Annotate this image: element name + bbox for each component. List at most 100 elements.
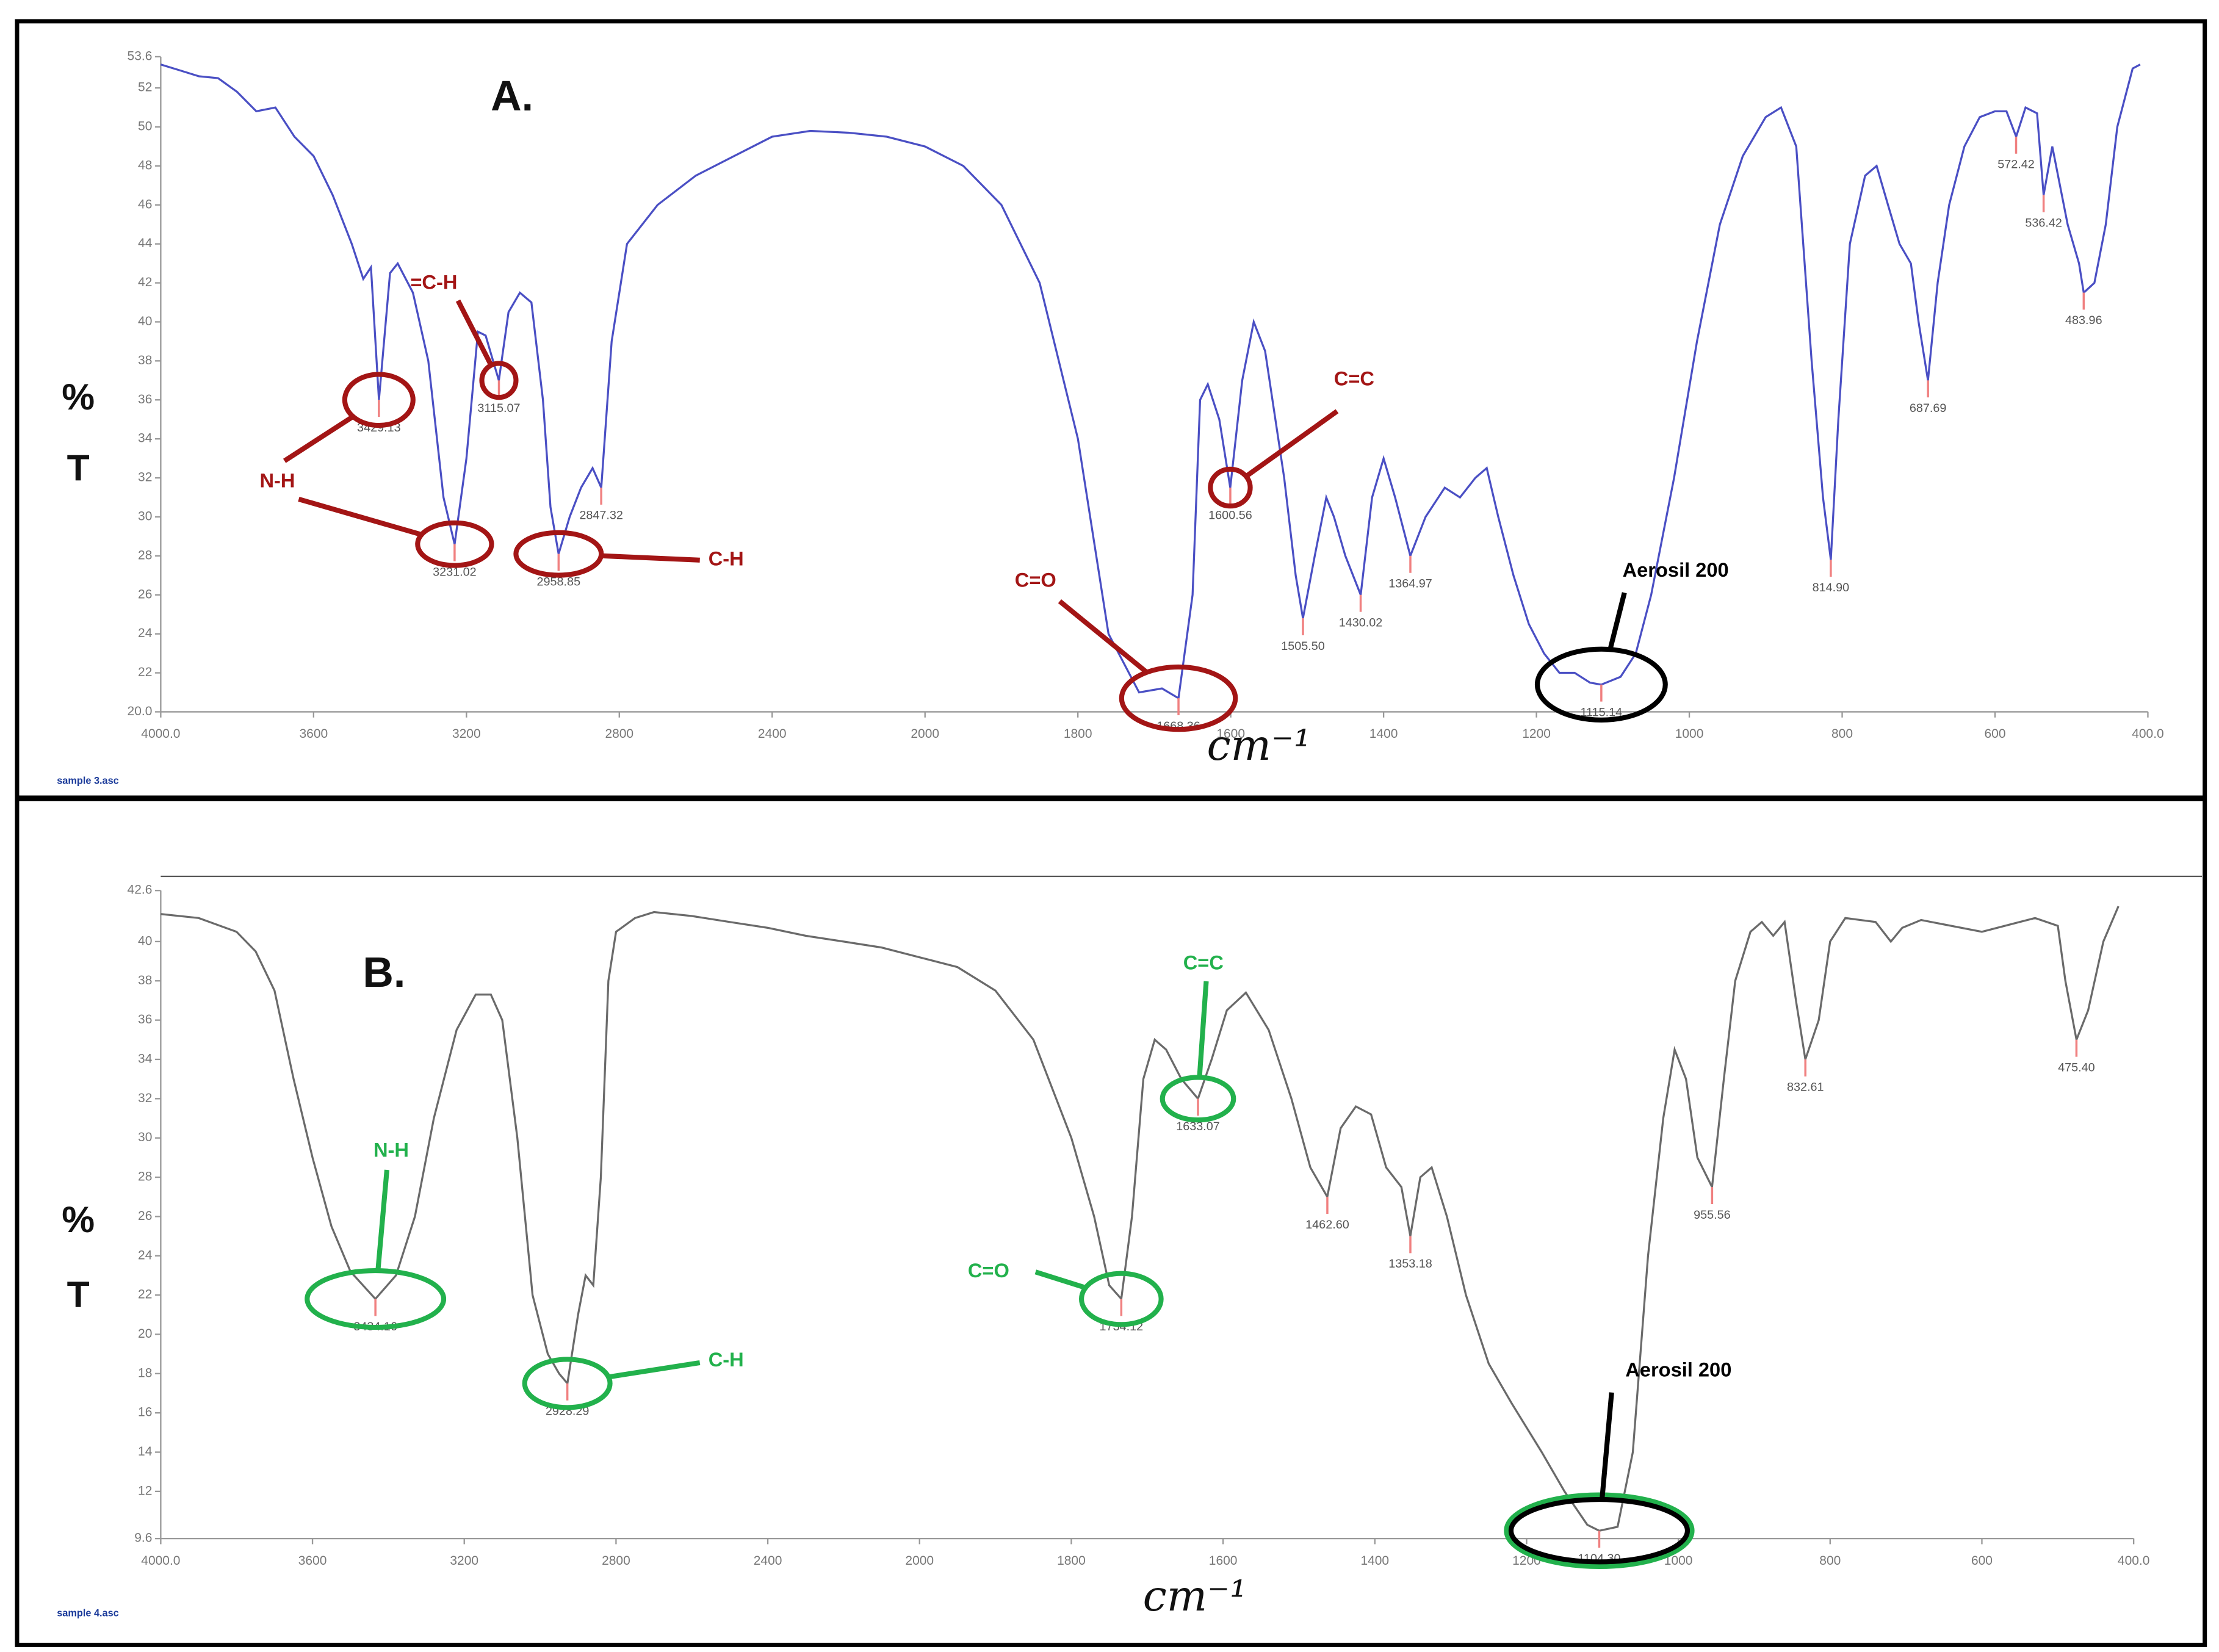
annotation-label: =C-H	[410, 271, 457, 293]
annotation-leader	[1034, 1269, 1086, 1290]
file-name: sample 4.asc	[57, 1608, 119, 1619]
y-tick-label: 53.6	[128, 49, 153, 63]
annotation-circle	[522, 1357, 613, 1410]
peak-label: 832.61	[1787, 1081, 1824, 1094]
x-tick-label: 1800	[1064, 727, 1092, 741]
x-tick-label: 1000	[1675, 727, 1704, 741]
y-tick-label: 32	[138, 1091, 152, 1105]
peak-label: 2958.85	[537, 575, 581, 588]
y-tick-label: 38	[138, 973, 152, 987]
annotation-circle	[1160, 1075, 1236, 1123]
x-tick-label: 800	[1819, 1554, 1841, 1568]
annotation-label: C-H	[709, 547, 744, 569]
x-tick-label: 1000	[1664, 1554, 1693, 1568]
y-tick-label: 34	[138, 431, 153, 445]
annotation-circle	[415, 520, 494, 568]
x-tick-label: 2800	[602, 1554, 630, 1568]
peak-label: 1353.18	[1388, 1257, 1432, 1271]
panel-title: B.	[363, 948, 405, 996]
peak-label: 1364.97	[1388, 577, 1432, 591]
spectrum-line	[161, 906, 2120, 1532]
peak-label: 1115.14	[1581, 705, 1623, 719]
peak-label: 1505.50	[1281, 640, 1325, 653]
annotation-leader	[455, 299, 494, 367]
y-tick-label: 18	[138, 1366, 152, 1380]
annotation-label: C=O	[1015, 569, 1056, 591]
x-tick-label: 1600	[1209, 1554, 1238, 1568]
file-name: sample 3.asc	[57, 776, 119, 787]
peak-label: 475.40	[2058, 1061, 2095, 1074]
y-tick-label: 20	[138, 1327, 152, 1341]
x-tick-label: 1400	[1369, 727, 1398, 741]
annotation-leader	[608, 1360, 701, 1380]
y-tick-label: 12	[138, 1484, 152, 1498]
y-tick-label: 36	[138, 1012, 152, 1026]
annotation-leader	[375, 1169, 390, 1271]
peak-label: 1600.56	[1208, 509, 1252, 522]
y-tick-label: 14	[138, 1445, 153, 1459]
y-axis-label: %	[62, 376, 95, 417]
x-tick-label: 1200	[1522, 727, 1551, 741]
y-tick-label: 26	[138, 587, 152, 601]
peak-label: 3115.07	[477, 402, 520, 415]
annotation-circle	[305, 1268, 447, 1330]
y-tick-label: 26	[138, 1209, 152, 1223]
y-tick-label: 36	[138, 392, 152, 406]
x-tick-label: 3200	[450, 1554, 478, 1568]
annotation-label: N-H	[373, 1139, 409, 1161]
peak-label: 814.90	[1813, 581, 1850, 594]
peak-label: 536.42	[2025, 216, 2062, 229]
y-tick-label: 46	[138, 197, 152, 211]
y-tick-label: 42	[138, 275, 152, 289]
y-tick-label: 16	[138, 1405, 152, 1419]
annotation-leader	[1244, 409, 1339, 478]
x-tick-label: 2000	[905, 1554, 934, 1568]
annotation-circle	[1534, 646, 1668, 723]
y-tick-label: 28	[138, 548, 152, 562]
peak-label: 955.56	[1694, 1208, 1731, 1222]
x-tick-label: 3200	[452, 727, 481, 741]
annotation-leader	[283, 414, 355, 463]
peak-label: 1633.07	[1176, 1120, 1220, 1133]
y-tick-label: 44	[138, 236, 153, 250]
x-tick-label: 4000.0	[141, 1554, 180, 1568]
annotation-label: C=C	[1334, 367, 1374, 389]
y-tick-label: 30	[138, 510, 152, 524]
y-tick-label: 30	[138, 1130, 152, 1144]
x-tick-label: 2000	[911, 727, 939, 741]
annotation-leader	[1058, 599, 1149, 674]
x-axis-label: cm⁻¹	[1143, 1571, 1247, 1621]
x-tick-label: 600	[1984, 727, 2005, 741]
annotation-label: C-H	[709, 1349, 744, 1371]
annotation-label: N-H	[260, 470, 295, 492]
x-tick-label: 1800	[1057, 1554, 1086, 1568]
peak-label: 687.69	[1910, 402, 1947, 415]
x-tick-label: 2800	[605, 727, 633, 741]
x-axis-label: cm⁻¹	[1207, 721, 1311, 770]
annotation-circle	[1079, 1271, 1164, 1327]
peak-label: 483.96	[2065, 314, 2102, 327]
annotation-label: Aerosil 200	[1623, 559, 1729, 581]
spectrum-line	[160, 63, 2141, 700]
x-tick-label: 600	[1971, 1554, 1993, 1568]
panel-title: A.	[491, 72, 533, 120]
y-tick-label: 38	[138, 353, 152, 367]
y-tick-label: 24	[138, 626, 153, 640]
annotation-circle	[479, 361, 519, 400]
annotation-circle	[1508, 1497, 1690, 1565]
y-tick-label: 28	[138, 1170, 152, 1184]
annotation-label: Aerosil 200	[1625, 1359, 1731, 1381]
annotation-leader	[601, 553, 700, 563]
y-axis-label: T	[67, 1274, 90, 1315]
annotation-label: C=O	[968, 1260, 1009, 1282]
y-tick-label: 52	[138, 81, 152, 95]
y-tick-label: 20.0	[128, 704, 153, 718]
x-tick-label: 4000.0	[141, 727, 180, 741]
y-tick-label: 22	[138, 1288, 152, 1302]
annotation-circle	[342, 372, 416, 428]
outer-frame	[15, 19, 2207, 1647]
y-tick-label: 22	[138, 665, 152, 679]
annotation-leader	[1197, 981, 1209, 1078]
